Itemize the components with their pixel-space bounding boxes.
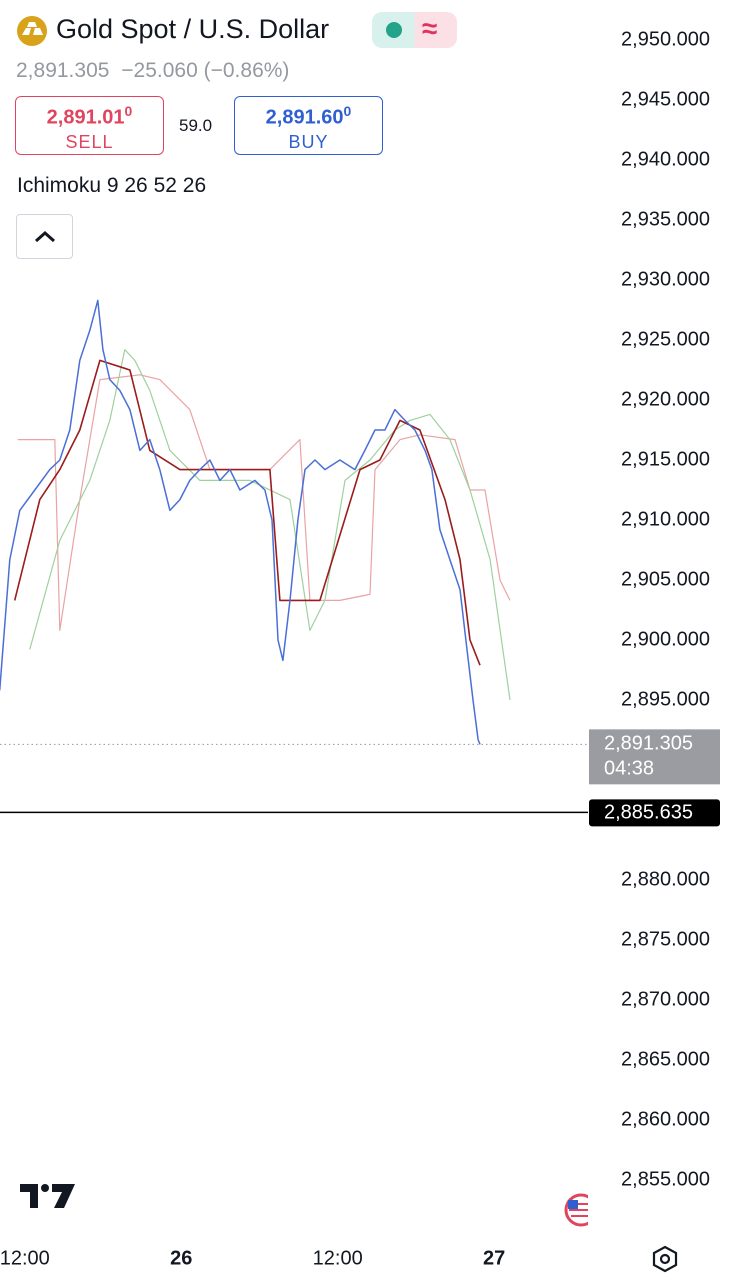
series-line [0, 299, 481, 745]
price-change: −25.060 [121, 59, 198, 82]
price-change-pct: (−0.86%) [203, 59, 290, 82]
x-tick-label: 27 [483, 1247, 505, 1269]
buy-price: 2,891.60 [265, 106, 344, 129]
delay-icon: ≈ [422, 13, 438, 44]
y-tick-label: 2,910.000 [621, 508, 710, 530]
series-line [17, 374, 511, 631]
y-tick-label: 2,925.000 [621, 328, 710, 350]
y-tick-label: 2,895.000 [621, 688, 710, 710]
symbol-icon [17, 16, 47, 46]
x-tick-label: 12:00 [313, 1247, 363, 1269]
tradingview-logo[interactable] [20, 1180, 76, 1210]
series-line [13, 359, 481, 666]
y-tick-label: 2,860.000 [621, 1108, 710, 1130]
y-tick-label: 2,870.000 [621, 988, 710, 1010]
y-tick-label: 2,930.000 [621, 268, 710, 290]
bar-countdown: 04:38 [604, 758, 654, 780]
sell-price-sup: 0 [124, 103, 133, 119]
y-tick-label: 2,935.000 [621, 208, 710, 230]
current-price-box [589, 729, 720, 785]
y-tick-label: 2,945.000 [621, 88, 710, 110]
status-pill[interactable]: ≈ [372, 12, 457, 48]
flag-icon[interactable] [563, 1192, 588, 1230]
current-price-label: 2,891.305 [604, 733, 693, 755]
sell-button[interactable]: 2,891.010 SELL [15, 96, 164, 155]
y-tick-label: 2,855.000 [621, 1168, 710, 1190]
y-tick-label: 2,920.000 [621, 388, 710, 410]
collapse-button[interactable] [16, 214, 73, 259]
last-price: 2,891.305 [16, 59, 110, 82]
buy-label: BUY [288, 131, 329, 152]
settings-icon[interactable] [651, 1245, 679, 1273]
sell-price: 2,891.01 [46, 106, 125, 129]
y-tick-label: 2,865.000 [621, 1048, 710, 1070]
symbol-title[interactable]: Gold Spot / U.S. Dollar [56, 14, 330, 44]
y-tick-label: 2,950.000 [621, 28, 710, 50]
series-line [29, 349, 511, 701]
buy-price-sup: 0 [343, 103, 352, 119]
y-tick-label: 2,875.000 [621, 928, 710, 950]
y-tick-label: 2,880.000 [621, 868, 710, 890]
y-tick-label: 2,905.000 [621, 568, 710, 590]
sell-label: SELL [65, 131, 114, 152]
x-tick-label: 12:00 [0, 1247, 50, 1269]
level-box [589, 799, 720, 827]
level-label: 2,885.635 [604, 802, 693, 824]
x-tick-label: 26 [170, 1247, 192, 1269]
indicator-legend[interactable]: Ichimoku 9 26 52 26 [17, 174, 207, 197]
y-tick-label: 2,900.000 [621, 628, 710, 650]
y-tick-label: 2,940.000 [621, 148, 710, 170]
spread: 59.0 [179, 116, 213, 135]
chevron-up-icon [35, 230, 55, 243]
y-tick-label: 2,915.000 [621, 448, 710, 470]
buy-button[interactable]: 2,891.600 BUY [234, 96, 383, 155]
market-open-dot [386, 22, 402, 38]
price-line: 2,891.305 −25.060 (−0.86%) [16, 59, 289, 83]
